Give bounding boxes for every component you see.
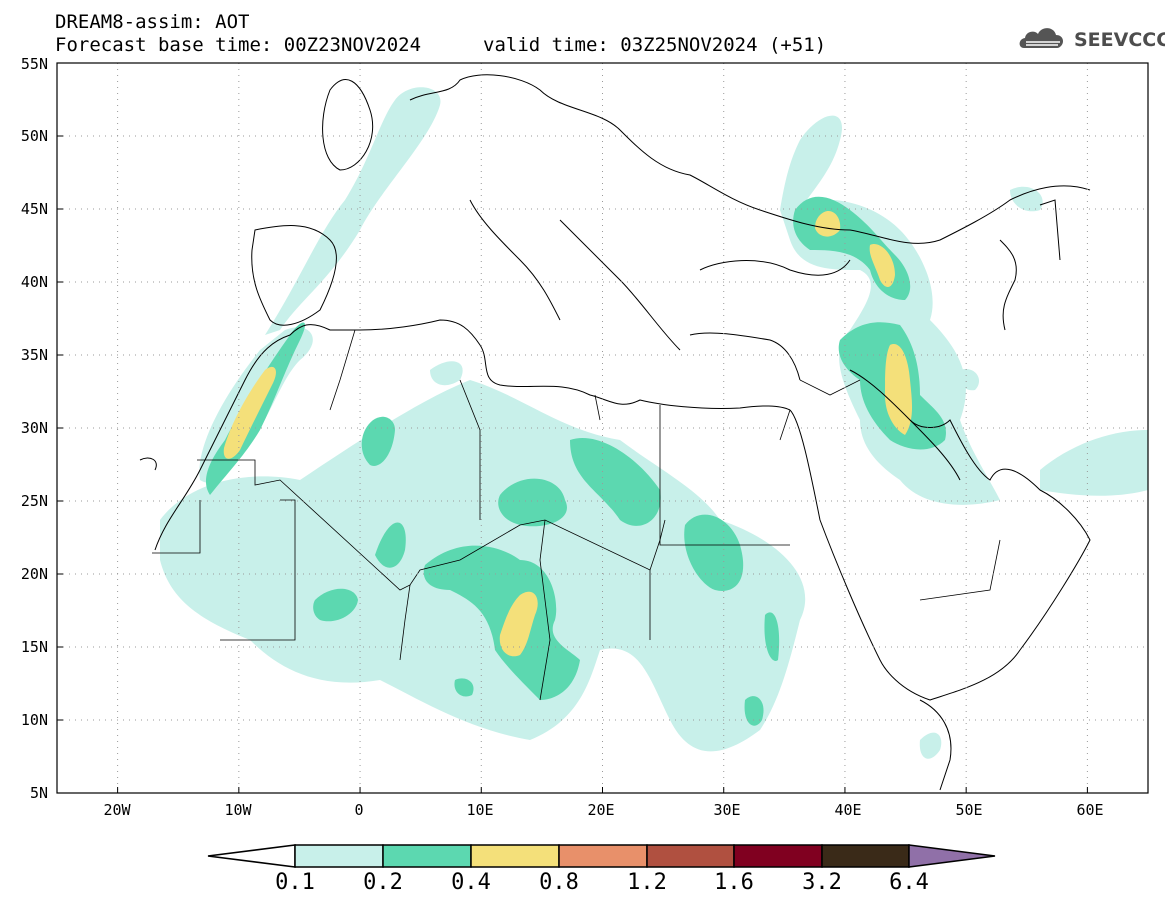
lat-label: 50N <box>20 127 48 145</box>
lon-label: 30E <box>713 801 741 819</box>
colorbar-segment-3 <box>470 844 560 868</box>
colorbar <box>207 844 996 868</box>
coastlines <box>139 74 1091 791</box>
colorbar-label: 1.6 <box>714 870 754 895</box>
lat-label: 10N <box>20 711 48 729</box>
lat-label: 30N <box>20 419 48 437</box>
lon-label: 0 <box>354 801 364 819</box>
lat-label: 25N <box>20 492 48 510</box>
colorbar-label: 6.4 <box>889 870 929 895</box>
aot-light-regions <box>160 87 1148 759</box>
lon-label: 10E <box>466 801 494 819</box>
aot-high-regions <box>223 210 913 657</box>
colorbar-label: 0.4 <box>451 870 491 895</box>
colorbar-label: 0.1 <box>275 870 315 895</box>
colorbar-label: 0.8 <box>539 870 579 895</box>
lat-label: 55N <box>20 55 48 73</box>
lat-label: 45N <box>20 200 48 218</box>
valid-time: valid time: 03Z25NOV2024 (+51) <box>483 34 827 56</box>
colorbar-label: 3.2 <box>802 870 842 895</box>
colorbar-segment-1 <box>294 844 384 868</box>
colorbar-label: 0.2 <box>363 870 403 895</box>
lon-label: 20E <box>587 801 615 819</box>
cloud-icon <box>1019 28 1064 48</box>
colorbar-low-arrow <box>207 844 296 868</box>
lon-label: 20W <box>103 801 131 819</box>
colorbar-segment-6 <box>733 844 823 868</box>
lon-label: 60E <box>1076 801 1104 819</box>
lat-label: 40N <box>20 273 48 291</box>
colorbar-segment-4 <box>558 844 648 868</box>
lon-label: 10W <box>224 801 252 819</box>
colorbar-label: 1.2 <box>627 870 667 895</box>
colorbar-segment-5 <box>646 844 735 868</box>
lon-label: 50E <box>955 801 983 819</box>
lon-label: 40E <box>834 801 862 819</box>
lat-label: 20N <box>20 565 48 583</box>
colorbar-high-arrow <box>908 844 996 868</box>
lat-label: 35N <box>20 346 48 364</box>
map-title: DREAM8-assim: AOT <box>55 11 250 33</box>
colorbar-segment-2 <box>382 844 472 868</box>
logo-text: SEEVCCC <box>1074 29 1165 51</box>
lat-label: 5N <box>29 784 48 802</box>
country-borders <box>152 329 1001 701</box>
colorbar-segment-7 <box>821 844 910 868</box>
lat-label: 15N <box>20 638 48 656</box>
forecast-base-time: Forecast base time: 00Z23NOV2024 <box>55 34 422 56</box>
